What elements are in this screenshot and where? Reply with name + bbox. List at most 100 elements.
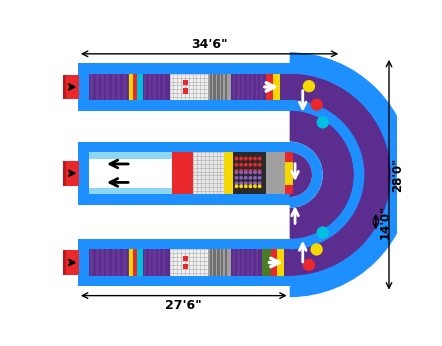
Circle shape [248,163,252,167]
Bar [163,74,165,100]
Bar [89,152,181,158]
Bar [107,249,110,276]
Bar [128,74,131,100]
Bar [210,249,212,276]
Bar [225,249,227,276]
Text: 34'6": 34'6" [191,38,228,51]
Bar [129,74,133,100]
Bar [233,152,266,194]
Circle shape [244,171,248,174]
Circle shape [239,184,243,188]
Bar [78,63,290,74]
Circle shape [253,176,257,180]
Circle shape [235,171,239,174]
Circle shape [248,171,252,174]
Circle shape [244,176,248,180]
Bar [78,142,291,205]
Wedge shape [290,152,312,197]
Bar [285,152,293,194]
Circle shape [310,99,323,111]
Bar [285,185,293,194]
Wedge shape [291,68,398,282]
Bar [260,74,263,100]
Bar [183,264,188,270]
Bar [210,74,212,100]
Bar [158,249,160,276]
Bar [90,74,93,100]
Circle shape [248,169,252,173]
Circle shape [235,184,239,188]
Wedge shape [290,74,391,276]
Circle shape [253,184,257,188]
Bar [221,249,224,276]
Circle shape [235,169,239,173]
Bar [213,249,216,276]
Bar [217,74,220,100]
Bar [129,249,133,276]
Circle shape [310,243,323,256]
Circle shape [316,226,329,239]
Circle shape [258,157,262,161]
Bar [153,74,156,100]
Wedge shape [291,57,409,292]
Bar [90,249,93,276]
Circle shape [239,163,243,167]
Bar [224,152,233,194]
Circle shape [239,169,243,173]
Bar [89,74,143,100]
Circle shape [258,163,262,167]
Wedge shape [290,63,401,286]
Bar [122,74,126,100]
Circle shape [258,181,262,185]
Circle shape [253,171,257,174]
Text: 28'0": 28'0" [391,158,404,192]
Bar [183,89,188,94]
Bar [78,239,291,249]
Circle shape [248,176,252,180]
Bar [170,74,208,100]
Bar [194,152,224,194]
Circle shape [239,171,243,174]
Circle shape [244,184,248,188]
Bar [274,74,280,100]
Bar [117,74,120,100]
Bar [242,74,244,100]
Bar [133,74,137,100]
Wedge shape [290,111,354,239]
Wedge shape [290,142,323,208]
Bar [101,74,104,100]
Bar [158,74,160,100]
Bar [237,74,240,100]
Bar [256,249,258,276]
Bar [231,249,262,276]
Circle shape [244,181,248,185]
Bar [217,249,220,276]
Circle shape [248,184,252,188]
Bar [89,152,291,194]
Bar [237,249,240,276]
Bar [133,249,137,276]
Circle shape [253,169,257,173]
Bar [247,249,249,276]
Bar [262,249,271,276]
Bar [231,74,266,100]
Bar [137,74,143,100]
Bar [149,249,151,276]
Bar [144,249,146,276]
Text: 27'6": 27'6" [165,299,202,312]
Bar [89,249,143,276]
Circle shape [258,176,262,180]
Bar [143,249,170,276]
Bar [78,239,291,286]
Wedge shape [290,100,364,249]
Circle shape [253,157,257,161]
Bar [225,74,227,100]
Bar [256,74,258,100]
Circle shape [244,169,248,173]
Bar [117,249,120,276]
Circle shape [244,163,248,167]
Bar [251,249,253,276]
Bar [128,249,131,276]
Bar [208,74,231,100]
Bar [89,188,181,194]
